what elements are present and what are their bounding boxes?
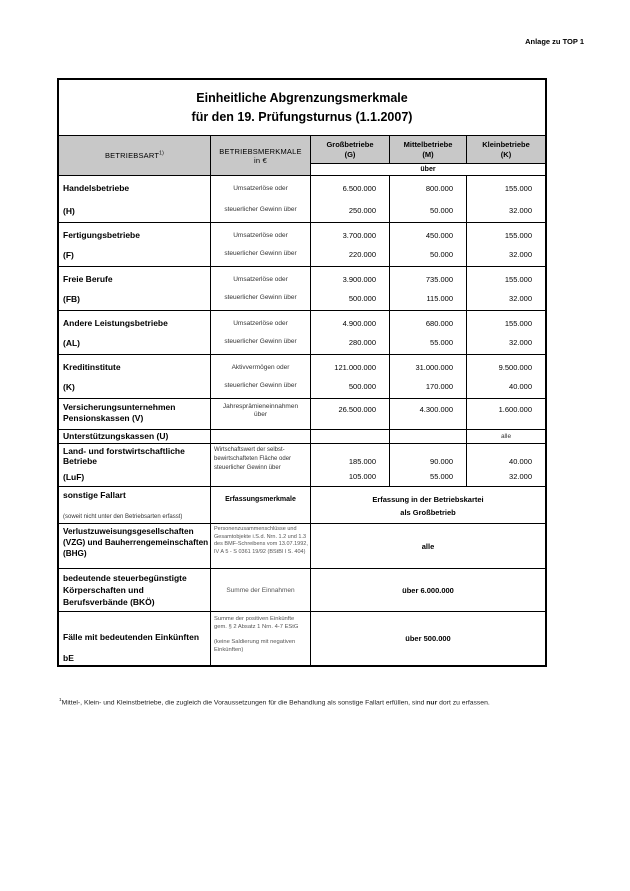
betriebsart-cell: Unterstützungskassen (U)	[59, 430, 211, 443]
table-title: Einheitliche Abgrenzungsmerkmale für den…	[59, 80, 545, 135]
betriebsart-cell: Land- und forstwirtschaftliche Betriebe …	[59, 444, 211, 486]
betriebsart-cell: Handelsbetriebe (H)	[59, 176, 211, 222]
header-mittelbetriebe: Mittelbetriebe (M)	[390, 136, 467, 163]
table-title-line2: für den 19. Prüfungsturnus (1.1.2007)	[191, 109, 413, 124]
row-bedeutende-einkuenfte: Fälle mit bedeutenden Einkünften bE Summ…	[59, 611, 545, 665]
gross-values: 3.900.000 500.000	[311, 267, 390, 310]
betriebsart-cell: Fertigungsbetriebe (F)	[59, 223, 211, 266]
merkmale-cell: Summe der Einnahmen	[211, 569, 311, 611]
betriebsart-cell: Andere Leistungsbetriebe (AL)	[59, 311, 211, 354]
row-code: (FB)	[63, 294, 80, 304]
mittel-values: 800.000 50.000	[390, 176, 467, 222]
row-versicherungsunternehmen: Versicherungsunternehmen Pensionskassen …	[59, 398, 545, 429]
merkmale-cell: Umsatzerlöse oder steuerlicher Gewinn üb…	[211, 267, 311, 310]
klein-values: 155.000 32.000	[504, 231, 532, 259]
merkmale-cell: Umsatzerlöse oder steuerlicher Gewinn üb…	[211, 311, 311, 354]
header-betriebsmerkmale: BETRIEBSMERKMALE in €	[211, 136, 311, 175]
klein-values: 155.000 32.000	[504, 319, 532, 347]
mittel-values: 31.000.000 170.000	[390, 355, 467, 398]
merkmale-cell: Aktivvermögen oder steuerlicher Gewinn ü…	[211, 355, 311, 398]
mittel-values: 450.000 50.000	[390, 223, 467, 266]
klein-values: 155.000 32.000	[504, 275, 532, 303]
klein-values: 155.000 32.000	[504, 184, 532, 215]
merkmale-cell: Jahresprämieneinnahmen über	[211, 399, 311, 429]
header-ueber-band: über	[311, 164, 545, 175]
betriebsart-cell: Verlustzuweisungsgesellschaften (VZG) un…	[59, 524, 211, 568]
betriebsart-cell: sonstige Fallart (soweit nicht unter den…	[59, 487, 211, 523]
header-betriebsart-label: BETRIEBSART	[104, 151, 160, 160]
merkmale-cell: Personenzusammenschlüsse und Gesamtobjek…	[211, 524, 311, 568]
merged-value-cell: alle	[421, 541, 435, 551]
merkmale-cell: Umsatzerlöse oder steuerlicher Gewinn üb…	[211, 223, 311, 266]
merged-value-cell: über 6.000.000	[402, 585, 454, 595]
row-kreditinstitute: Kreditinstitute (K) Aktivvermögen oder s…	[59, 354, 545, 398]
row-label: Fertigungsbetriebe	[63, 230, 140, 240]
row-code: (AL)	[63, 338, 80, 348]
header-betriebsart: BETRIEBSART1)	[59, 136, 211, 175]
mittel-values: 735.000 115.000	[390, 267, 467, 310]
row-luf: Land- und forstwirtschaftliche Betriebe …	[59, 443, 545, 486]
row-handelsbetriebe: Handelsbetriebe (H) Umsatzerlöse oder st…	[59, 175, 545, 222]
header-size-labels: Großbetriebe (G) Mittelbetriebe (M) Klei…	[311, 136, 545, 164]
gross-values: 121.000.000 500.000	[311, 355, 390, 398]
header-betriebsart-footnote-ref: 1)	[159, 150, 165, 157]
row-code: bE	[63, 653, 74, 663]
mittel-values-empty	[390, 430, 467, 443]
merkmale-cell-empty	[211, 430, 311, 443]
row-sonstige-fallart: sonstige Fallart (soweit nicht unter den…	[59, 486, 545, 523]
gross-values: 3.700.000 220.000	[311, 223, 390, 266]
table-header-row: BETRIEBSART1) BETRIEBSMERKMALE in € Groß…	[59, 135, 545, 175]
betriebsart-cell: Freie Berufe (FB)	[59, 267, 211, 310]
merkmale-cell: Umsatzerlöse oder steuerlicher Gewinn üb…	[211, 176, 311, 222]
merged-value-cell: Erfassung in der Betriebskartei als Groß…	[372, 495, 484, 517]
merkmale-cell: Summe der positiven Einkünfte gem. § 2 A…	[211, 612, 311, 665]
betriebsart-cell: Versicherungsunternehmen Pensionskassen …	[59, 399, 211, 429]
header-grossbetriebe: Großbetriebe (G)	[311, 136, 390, 163]
header-betriebsmerkmale-line1: BETRIEBSMERKMALE	[219, 146, 302, 156]
mittel-values: 4.300.000	[390, 399, 467, 429]
header-size-columns: Großbetriebe (G) Mittelbetriebe (M) Klei…	[311, 136, 545, 175]
merkmale-cell: Erfassungsmerkmale	[211, 487, 311, 523]
gross-values-empty	[311, 430, 390, 443]
row-code: (LuF)	[63, 472, 85, 482]
row-code: (F)	[63, 250, 74, 260]
footnote-marker: 1	[59, 698, 62, 703]
gross-values: 6.500.000 250.000	[311, 176, 390, 222]
row-label: Freie Berufe	[63, 274, 113, 284]
betriebsart-cell: Fälle mit bedeutenden Einkünften bE	[59, 612, 211, 665]
table-title-line1: Einheitliche Abgrenzungsmerkmale	[196, 90, 408, 105]
row-label: Kreditinstitute	[63, 362, 121, 372]
klein-values: alle	[500, 433, 512, 440]
merged-value-cell: über 500.000	[405, 634, 451, 643]
betriebsart-cell: bedeutende steuerbegünstigte Körperschaf…	[59, 569, 211, 611]
row-andere-leistungsbetriebe: Andere Leistungsbetriebe (AL) Umsatzerlö…	[59, 310, 545, 354]
mittel-values: 90.000 55.000	[390, 444, 467, 486]
row-label: Handelsbetriebe	[63, 183, 130, 193]
row-label: Andere Leistungsbetriebe	[63, 318, 168, 328]
footnote: 1Mittel-, Klein- und Kleinstbetriebe, di…	[59, 698, 490, 707]
merkmale-cell: Wirtschaftswert der selbst-bewirtschafte…	[211, 444, 311, 486]
gross-values: 185.000 105.000	[311, 444, 390, 486]
row-unterstuetzungskassen: Unterstützungskassen (U) alle	[59, 429, 545, 443]
gross-values: 26.500.000	[311, 399, 390, 429]
abgrenzungsmerkmale-table: Einheitliche Abgrenzungsmerkmale für den…	[57, 78, 547, 667]
row-vzg-bhg: Verlustzuweisungsgesellschaften (VZG) un…	[59, 523, 545, 568]
mittel-values: 680.000 55.000	[390, 311, 467, 354]
klein-values: 1.600.000	[498, 405, 532, 414]
corner-annotation: Anlage zu TOP 1	[525, 37, 584, 46]
header-kleinbetriebe: Kleinbetriebe (K)	[467, 136, 545, 163]
row-fertigungsbetriebe: Fertigungsbetriebe (F) Umsatzerlöse oder…	[59, 222, 545, 266]
row-freie-berufe: Freie Berufe (FB) Umsatzerlöse oder steu…	[59, 266, 545, 310]
betriebsart-cell: Kreditinstitute (K)	[59, 355, 211, 398]
klein-values: 40.000 32.000	[509, 457, 532, 481]
row-bko: bedeutende steuerbegünstigte Körperschaf…	[59, 568, 545, 611]
gross-values: 4.900.000 280.000	[311, 311, 390, 354]
klein-values: 9.500.000 40.000	[498, 363, 532, 391]
header-betriebsmerkmale-line2: in €	[254, 155, 267, 165]
row-code: (K)	[63, 382, 75, 392]
row-code: (H)	[63, 206, 75, 216]
